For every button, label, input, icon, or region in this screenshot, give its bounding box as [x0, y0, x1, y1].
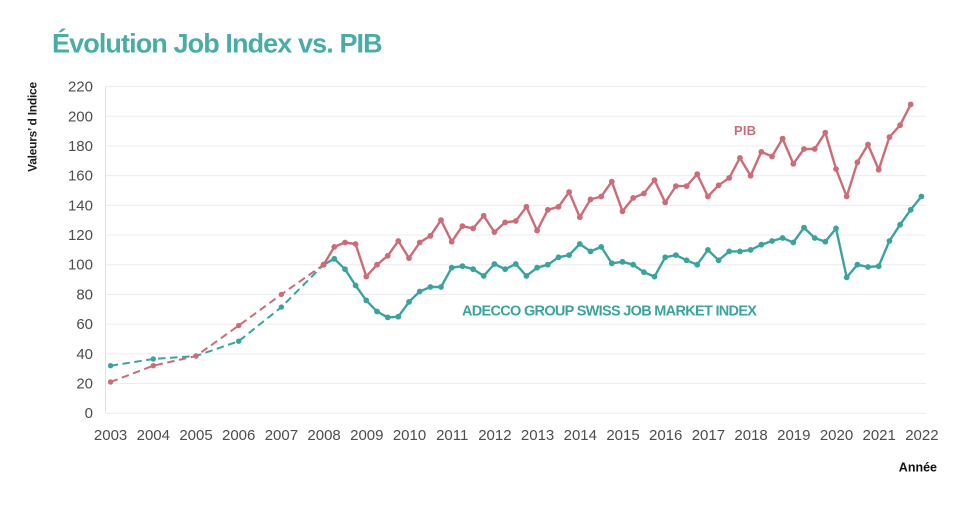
svg-text:Valeurs’ d Indice: Valeurs’ d Indice [26, 82, 40, 172]
svg-text:2014: 2014 [564, 427, 597, 444]
svg-text:60: 60 [76, 316, 93, 333]
svg-text:2018: 2018 [734, 427, 767, 444]
svg-text:140: 140 [68, 197, 93, 214]
svg-text:2011: 2011 [436, 427, 468, 444]
svg-text:2015: 2015 [606, 427, 639, 444]
svg-text:220: 220 [68, 79, 93, 96]
svg-text:2013: 2013 [521, 427, 554, 444]
svg-text:20: 20 [76, 376, 93, 393]
svg-text:2016: 2016 [649, 427, 682, 444]
svg-text:2010: 2010 [393, 427, 426, 444]
svg-text:PIB: PIB [734, 123, 756, 138]
svg-text:120: 120 [68, 227, 93, 244]
svg-text:Année: Année [899, 461, 937, 475]
svg-text:200: 200 [68, 108, 93, 125]
svg-text:2009: 2009 [350, 427, 383, 444]
svg-text:2022: 2022 [905, 427, 938, 444]
svg-text:2004: 2004 [137, 427, 170, 444]
svg-text:2019: 2019 [777, 427, 810, 444]
svg-text:2006: 2006 [222, 427, 255, 444]
svg-text:40: 40 [76, 346, 93, 363]
svg-text:2017: 2017 [692, 427, 725, 444]
svg-text:2003: 2003 [94, 427, 127, 444]
svg-text:180: 180 [68, 138, 93, 155]
svg-text:2007: 2007 [265, 427, 298, 444]
svg-text:160: 160 [68, 168, 93, 185]
svg-text:2012: 2012 [478, 427, 511, 444]
svg-text:Évolution Job Index vs. PIB: Évolution Job Index vs. PIB [52, 28, 382, 59]
svg-text:ADECCO GROUP SWISS JOB MARKET: ADECCO GROUP SWISS JOB MARKET INDEX [462, 304, 757, 320]
svg-text:2008: 2008 [307, 427, 340, 444]
svg-text:2005: 2005 [179, 427, 212, 444]
svg-text:2020: 2020 [820, 427, 853, 444]
svg-text:100: 100 [68, 257, 93, 274]
svg-text:0: 0 [85, 405, 93, 422]
svg-text:2021: 2021 [863, 427, 896, 444]
svg-text:80: 80 [76, 286, 93, 303]
